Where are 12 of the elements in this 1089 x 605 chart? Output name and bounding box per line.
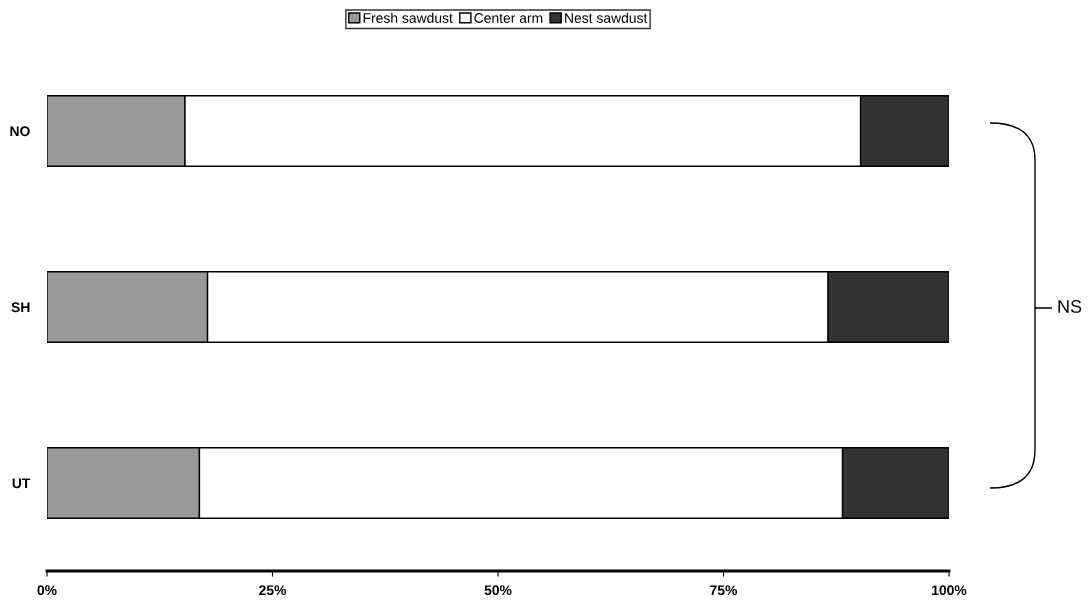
y-tick-label: UT xyxy=(12,478,31,489)
x-tick-label: 0% xyxy=(37,585,57,596)
text: NS xyxy=(1058,300,1082,313)
legend-label: Center arm xyxy=(474,13,543,23)
x-tick-label: 25% xyxy=(259,585,287,596)
x-tick-label: 100% xyxy=(932,585,967,596)
legend-label: Fresh sawdust xyxy=(363,12,453,23)
x-tick-label: 50% xyxy=(484,585,512,596)
x-tick-label: 75% xyxy=(710,585,738,596)
legend-label: Nest sawdust xyxy=(565,12,648,23)
y-tick-label: SH xyxy=(11,302,30,313)
y-tick-label: NO xyxy=(10,126,30,137)
